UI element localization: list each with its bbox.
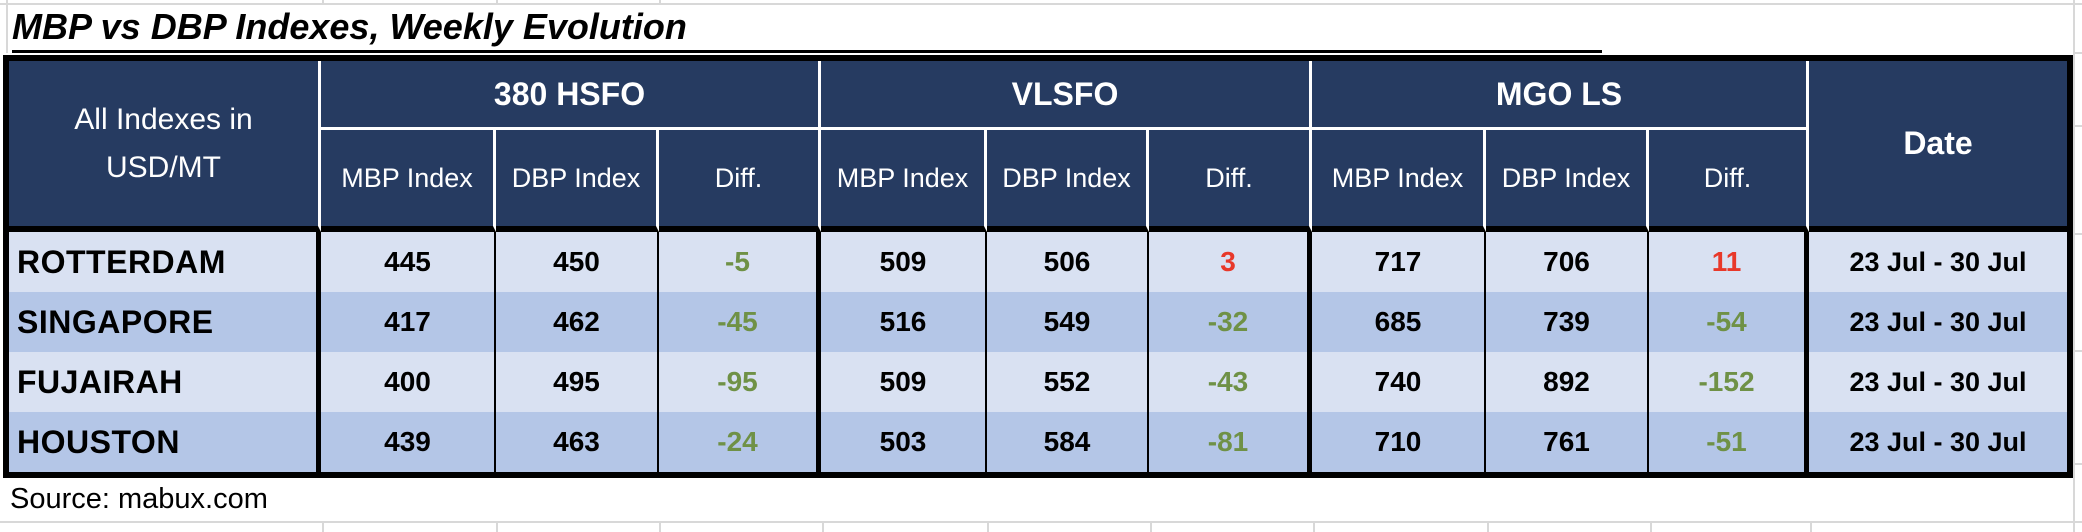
- spreadsheet-gridline: [496, 521, 498, 532]
- date-column-header: Date: [1809, 61, 2067, 232]
- diff-cell: -45: [659, 292, 821, 352]
- value-cell: 717: [1312, 232, 1486, 292]
- diff-cell: -152: [1649, 352, 1809, 412]
- spreadsheet-gridline: [987, 521, 989, 532]
- value-cell: 710: [1312, 412, 1486, 472]
- diff-cell: -51: [1649, 412, 1809, 472]
- value-cell: 439: [321, 412, 496, 472]
- group-header-vlsfo: VLSFO: [821, 61, 1312, 127]
- diff-cell: -43: [1149, 352, 1312, 412]
- value-cell: 584: [987, 412, 1149, 472]
- spreadsheet-gridline: [1313, 521, 1315, 532]
- value-cell: 503: [821, 412, 987, 472]
- value-cell: 892: [1486, 352, 1649, 412]
- subheader-mgo-diff: Diff.: [1649, 127, 1809, 232]
- corner-header-line1: All Indexes in: [74, 102, 253, 136]
- value-cell: 506: [987, 232, 1149, 292]
- diff-cell: 3: [1149, 232, 1312, 292]
- value-cell: 761: [1486, 412, 1649, 472]
- city-cell: HOUSTON: [9, 412, 321, 472]
- subheader-mgo-dbp-index: DBP Index: [1486, 127, 1649, 232]
- spreadsheet-gridline: [0, 3, 2082, 5]
- spreadsheet-gridline: [822, 521, 824, 532]
- subheader-mgo-mbp-index: MBP Index: [1312, 127, 1486, 232]
- spreadsheet-gridline: [1810, 521, 1812, 532]
- value-cell: 740: [1312, 352, 1486, 412]
- diff-cell: -95: [659, 352, 821, 412]
- subheader-hsfo-dbp-index: DBP Index: [496, 127, 659, 232]
- date-cell: 23 Jul - 30 Jul: [1809, 412, 2067, 472]
- subheader-vlsfo-diff: Diff.: [1149, 127, 1312, 232]
- page-title: MBP vs DBP Indexes, Weekly Evolution: [12, 5, 1602, 53]
- diff-cell: -54: [1649, 292, 1809, 352]
- subheader-hsfo-mbp-index: MBP Index: [321, 127, 496, 232]
- value-cell: 516: [821, 292, 987, 352]
- spreadsheet-gridline: [496, 0, 498, 4]
- diff-cell: -5: [659, 232, 821, 292]
- value-cell: 417: [321, 292, 496, 352]
- source-attribution: Source: mabux.com: [10, 483, 268, 515]
- value-cell: 495: [496, 352, 659, 412]
- value-cell: 400: [321, 352, 496, 412]
- subheader-vlsfo-dbp-index: DBP Index: [987, 127, 1149, 232]
- city-cell: SINGAPORE: [9, 292, 321, 352]
- value-cell: 509: [821, 232, 987, 292]
- spreadsheet-gridline: [659, 521, 661, 532]
- city-cell: FUJAIRAH: [9, 352, 321, 412]
- date-cell: 23 Jul - 30 Jul: [1809, 292, 2067, 352]
- indexes-table: All Indexes in USD/MT 380 HSFO VLSFO MGO…: [3, 55, 2073, 478]
- spreadsheet-gridline: [2074, 52, 2082, 54]
- spreadsheet-gridline: [6, 0, 8, 53]
- corner-header-line2: USD/MT: [106, 150, 221, 184]
- diff-cell: -81: [1149, 412, 1312, 472]
- value-cell: 509: [821, 352, 987, 412]
- spreadsheet-gridline: [1487, 521, 1489, 532]
- spreadsheet-gridline: [2074, 233, 2082, 235]
- subheader-hsfo-diff: Diff.: [659, 127, 821, 232]
- diff-cell: -32: [1149, 292, 1312, 352]
- date-cell: 23 Jul - 30 Jul: [1809, 232, 2067, 292]
- value-cell: 685: [1312, 292, 1486, 352]
- value-cell: 552: [987, 352, 1149, 412]
- group-header-380-hsfo: 380 HSFO: [321, 61, 821, 127]
- value-cell: 739: [1486, 292, 1649, 352]
- spreadsheet-gridline: [2074, 125, 2082, 127]
- group-header-mgo-ls: MGO LS: [1312, 61, 1809, 127]
- diff-cell: -24: [659, 412, 821, 472]
- diff-cell: 11: [1649, 232, 1809, 292]
- value-cell: 445: [321, 232, 496, 292]
- spreadsheet-gridline: [0, 521, 2082, 523]
- date-cell: 23 Jul - 30 Jul: [1809, 352, 2067, 412]
- value-cell: 706: [1486, 232, 1649, 292]
- spreadsheet-gridline: [1650, 521, 1652, 532]
- city-cell: ROTTERDAM: [9, 232, 321, 292]
- value-cell: 462: [496, 292, 659, 352]
- subheader-vlsfo-mbp-index: MBP Index: [821, 127, 987, 232]
- value-cell: 450: [496, 232, 659, 292]
- spreadsheet-gridline: [1150, 521, 1152, 532]
- spreadsheet-gridline: [659, 0, 661, 4]
- spreadsheet-gridline: [2074, 350, 2082, 352]
- spreadsheet-gridline: [322, 0, 324, 4]
- spreadsheet-gridline: [2073, 0, 2075, 532]
- corner-header-units: All Indexes in USD/MT: [9, 61, 321, 232]
- value-cell: 463: [496, 412, 659, 472]
- value-cell: 549: [987, 292, 1149, 352]
- spreadsheet-gridline: [322, 521, 324, 532]
- spreadsheet-gridline: [2074, 463, 2082, 465]
